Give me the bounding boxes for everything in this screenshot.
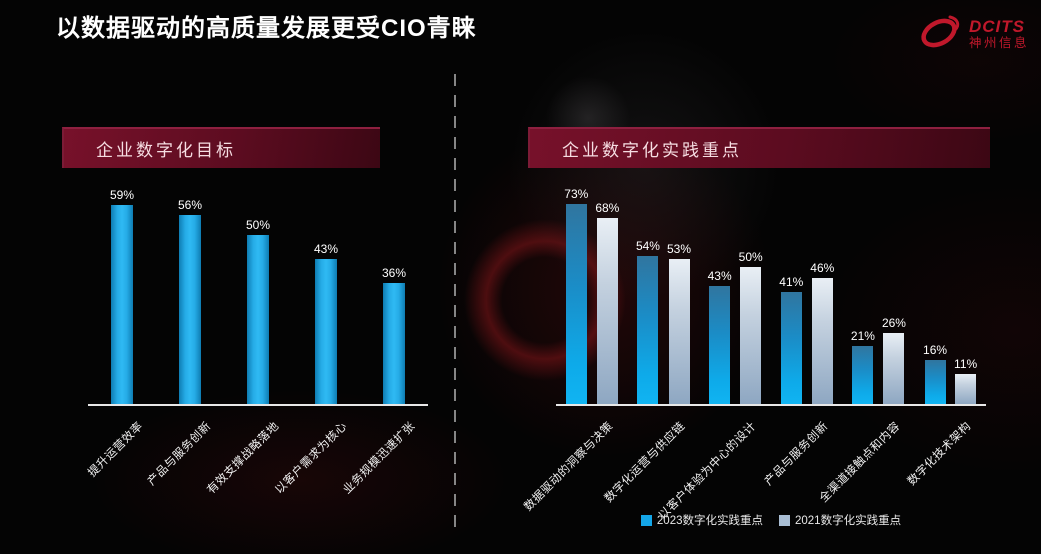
bar-value-label: 43% (313, 242, 339, 256)
bar-value-label: 11% (954, 357, 978, 371)
bar (924, 360, 946, 404)
bar-with-label: 11% (954, 357, 977, 404)
practice-header-label: 企业数字化实践重点 (562, 141, 742, 160)
practice-bar-column: 21% 26% (843, 316, 915, 404)
bar-group: 54% 53% (636, 239, 691, 404)
bar-with-label: 46% (810, 261, 834, 404)
bar-group: 21% 26% (851, 316, 906, 404)
bar-with-label: 41% (779, 275, 803, 404)
bar-with-label: 53% (667, 242, 691, 404)
bar (811, 278, 833, 404)
x-axis-label: 产品与服务创新 (762, 420, 831, 489)
bar-value-label: 54% (635, 239, 660, 253)
practice-bar-column: 43% 50% (699, 250, 771, 404)
practice-x-axis-labels: 数据驱动的洞察与决策 数字化运营与供应链 以客户体验为中心的设计 产品与服务创新 全渠道… (522, 412, 986, 522)
bar-group: 16% 11% (923, 343, 977, 404)
legend-swatch (779, 514, 790, 526)
brand-name: DCITS (968, 16, 1025, 36)
bar (883, 333, 905, 404)
logo-text: DCITS 神州信息 (968, 16, 1029, 51)
bar-value-label: 73% (564, 187, 589, 201)
swirl-icon (917, 12, 963, 57)
bar-value-label: 43% (707, 269, 732, 283)
bar-value-label: 59% (109, 188, 135, 202)
bar (780, 292, 802, 404)
goals-bar-column: 43% (292, 242, 360, 404)
x-axis-label: 产品与服务创新 (145, 420, 214, 489)
bar (955, 374, 977, 404)
company-logo: DCITS 神州信息 (917, 12, 1029, 57)
bar-value-label: 16% (923, 343, 948, 357)
bar-with-label: 36% (382, 266, 406, 404)
x-axis-label: 数据驱动的洞察与决策 (522, 420, 616, 514)
bar-value-label: 56% (177, 198, 203, 212)
goals-header-banner: 企业数字化目标 (62, 127, 380, 168)
bar-with-label: 43% (314, 242, 338, 404)
bar-group: 41% 46% (779, 261, 834, 404)
legend-label: 2021数字化实践重点 (795, 515, 902, 527)
bar-value-label: 46% (810, 261, 835, 275)
bar (668, 259, 690, 404)
bar-with-label: 56% (178, 198, 202, 404)
bar-with-label: 50% (739, 250, 763, 404)
goals-chart: 59% 56% 50% 43% 36% (88, 188, 428, 406)
bar (111, 205, 133, 404)
bar-value-label: 53% (666, 242, 692, 256)
bar-value-label: 68% (595, 201, 620, 215)
page-title: 以数据驱动的高质量发展更受CIO青睐 (56, 15, 477, 42)
practice-bar-column: 54% 53% (628, 239, 700, 404)
legend-label: 2023数字化实践重点 (656, 515, 763, 527)
bar-with-label: 43% (708, 269, 732, 404)
bar (709, 286, 731, 404)
bar (637, 256, 659, 404)
goals-bar-column: 56% (156, 198, 224, 404)
practice-bar-column: 16% 11% (914, 343, 986, 404)
bar-with-label: 54% (636, 239, 660, 404)
bar-value-label: 26% (881, 316, 906, 330)
bar-with-label: 68% (595, 201, 619, 404)
practice-bar-column: 41% 46% (771, 261, 843, 404)
bar (383, 283, 405, 404)
legend-item: 2021数字化实践重点 (779, 512, 901, 528)
bar-value-label: 50% (245, 218, 271, 232)
bar (179, 215, 201, 404)
bar-with-label: 16% (923, 343, 947, 404)
bar (247, 235, 269, 404)
bar-with-label: 50% (246, 218, 270, 404)
goals-header-label: 企业数字化目标 (96, 141, 236, 160)
x-axis-label: 业务规模迅速扩张 (341, 420, 418, 497)
bar-value-label: 21% (850, 329, 875, 343)
bar (740, 267, 762, 404)
bar-value-label: 41% (779, 275, 804, 289)
bar (565, 204, 587, 404)
bar-with-label: 21% (851, 329, 875, 404)
goals-bar-column: 50% (224, 218, 292, 404)
bar (315, 259, 337, 404)
bar-value-label: 50% (738, 250, 763, 264)
bar-with-label: 59% (110, 188, 134, 404)
goals-bar-column: 36% (360, 266, 428, 404)
x-axis-label: 提升运营效率 (86, 420, 146, 480)
bar-with-label: 73% (564, 187, 588, 404)
legend-item: 2023数字化实践重点 (640, 512, 763, 528)
bar-with-label: 26% (882, 316, 906, 404)
goals-bar-column: 59% (88, 188, 156, 404)
goals-x-axis-labels: 提升运营效率 产品与服务创新 有效支撑战略落地 以客户需求为核心 业务规模迅速扩张 (86, 412, 428, 522)
legend-swatch (640, 514, 652, 526)
bar (852, 346, 874, 404)
bar-group: 43% 50% (708, 250, 763, 404)
bar-value-label: 36% (381, 266, 407, 280)
bar (596, 218, 618, 404)
x-axis-label: 数字化技术架构 (905, 420, 974, 489)
dashed-divider (454, 74, 456, 532)
practice-chart-legend: 2023数字化实践重点 2021数字化实践重点 (556, 512, 986, 528)
practice-bar-column: 73% 68% (556, 187, 628, 404)
practice-header-banner: 企业数字化实践重点 (528, 127, 990, 168)
practice-chart: 73% 68% 54% 53% 43% 50% 41% 46% 21% 26% 16% 11% (556, 187, 986, 406)
bar-group: 73% 68% (564, 187, 619, 404)
brand-name-cn: 神州信息 (968, 36, 1029, 51)
